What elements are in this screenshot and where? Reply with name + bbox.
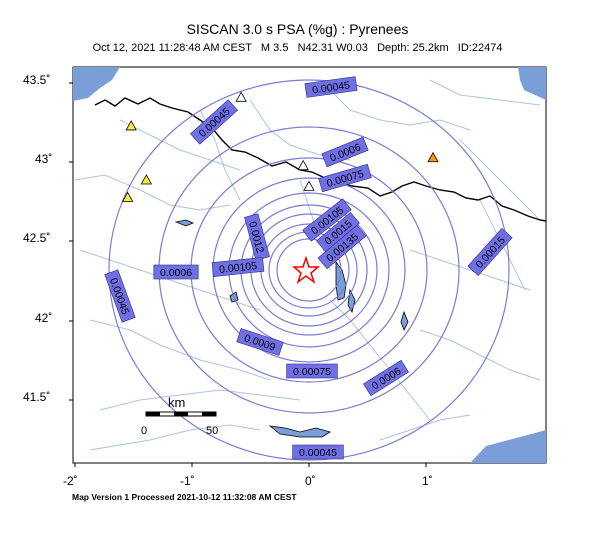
axis-ticks [69, 82, 427, 467]
mediterranean-sea-south [470, 430, 546, 463]
lon-label-minus-2: -2˚ [63, 474, 78, 488]
lat-label-43-5: 43.5˚ [23, 73, 51, 87]
contour-label: 0.00045 [304, 76, 358, 98]
lon-label-minus-1: -1˚ [180, 474, 195, 488]
station-triangle-icon [297, 159, 309, 171]
svg-text:0.0006: 0.0006 [160, 267, 192, 279]
lat-label-42: 42˚ [35, 311, 53, 325]
station-triangle-icon [303, 180, 315, 191]
svg-text:0.00045: 0.00045 [299, 447, 337, 459]
scalebar-end: 50 [206, 425, 218, 437]
scalebar-title: km [168, 395, 185, 410]
svg-text:0.00075: 0.00075 [293, 366, 331, 378]
station-triangle-icon [121, 191, 134, 202]
station-triangle-icon [235, 91, 247, 102]
epicenter-star-icon [291, 255, 321, 285]
lat-label-41-5: 41.5˚ [23, 390, 51, 404]
svg-text:0.00105: 0.00105 [219, 260, 258, 276]
station-triangle-icon [125, 120, 137, 131]
country-border [94, 97, 546, 222]
event-info: Oct 12, 2021 11:28:48 AM CEST M 3.5 N42.… [92, 42, 503, 54]
lon-label-0: 0˚ [305, 474, 316, 488]
mediterranean-sea-east [518, 67, 546, 100]
lat-label-43: 43˚ [35, 152, 53, 166]
contour-label: 0.0006 [153, 264, 199, 280]
station-triangle-icon [140, 174, 153, 185]
svg-text:0.00045: 0.00045 [312, 79, 351, 96]
stations [121, 91, 439, 202]
lat-label-42-5: 42.5˚ [23, 231, 51, 245]
scale-bar: km 0 50 [141, 395, 218, 437]
bay-of-biscay [73, 67, 120, 101]
footer-processed: Map Version 1 Processed 2021-10-12 11:32… [72, 492, 297, 502]
contour-label: 0.00075 [286, 363, 338, 379]
lon-label-1: 1˚ [422, 474, 433, 488]
contour-label: 0.00105 [211, 257, 265, 277]
contour-label: 0.00045 [292, 444, 344, 460]
map-title: SISCAN 3.0 s PSA (%g) : Pyrenees [186, 21, 409, 37]
station-triangle-icon [427, 151, 439, 163]
scalebar-start: 0 [141, 425, 147, 437]
